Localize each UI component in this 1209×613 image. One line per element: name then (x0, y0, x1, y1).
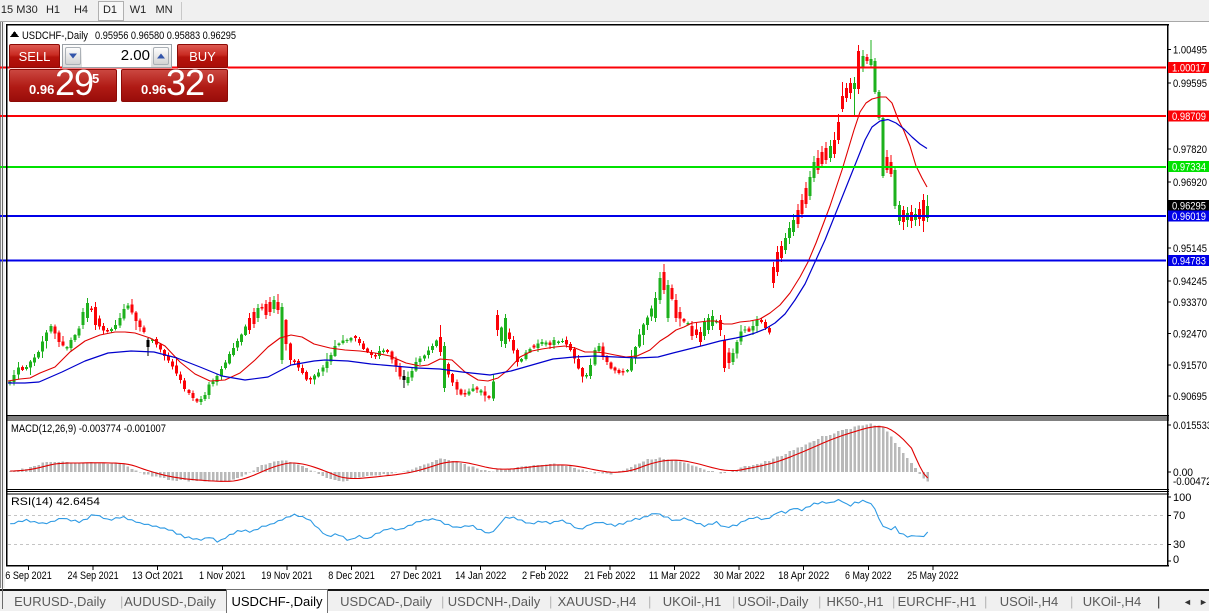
svg-text:0.94245: 0.94245 (1173, 276, 1207, 288)
svg-text:27 Dec 2021: 27 Dec 2021 (391, 570, 442, 582)
svg-text:30: 30 (1173, 539, 1185, 551)
svg-text:30 Mar 2022: 30 Mar 2022 (714, 570, 765, 582)
svg-text:0.015533: 0.015533 (1173, 420, 1209, 432)
svg-text:19 Nov 2021: 19 Nov 2021 (261, 570, 312, 582)
svg-text:0.95956 0.96580 0.95883 0.9629: 0.95956 0.96580 0.95883 0.96295 (95, 30, 236, 42)
svg-text:0.90695: 0.90695 (1173, 391, 1207, 403)
svg-text:13 Oct 2021: 13 Oct 2021 (132, 570, 183, 582)
svg-text:8 Dec 2021: 8 Dec 2021 (328, 570, 375, 582)
svg-text:0.97820: 0.97820 (1173, 144, 1207, 156)
svg-text:0.95145: 0.95145 (1173, 243, 1207, 255)
svg-text:MACD(12,26,9) -0.003774 -0.001: MACD(12,26,9) -0.003774 -0.001007 (11, 423, 166, 435)
svg-text:0.00: 0.00 (1173, 467, 1193, 479)
svg-text:-0.004725: -0.004725 (1173, 476, 1209, 488)
svg-text:0.92470: 0.92470 (1173, 328, 1207, 340)
svg-text:0.91570: 0.91570 (1173, 360, 1207, 372)
svg-text:11 Mar 2022: 11 Mar 2022 (649, 570, 700, 582)
svg-text:14 Jan 2022: 14 Jan 2022 (455, 570, 506, 582)
svg-text:0.96019: 0.96019 (1172, 211, 1206, 223)
svg-text:RSI(14) 42.6454: RSI(14) 42.6454 (11, 496, 100, 508)
svg-text:USDCHF-,Daily: USDCHF-,Daily (22, 30, 88, 42)
svg-text:6 May 2022: 6 May 2022 (845, 570, 892, 582)
svg-text:25 May 2022: 25 May 2022 (907, 570, 958, 582)
svg-text:0.98709: 0.98709 (1172, 111, 1206, 123)
svg-text:0.97334: 0.97334 (1172, 161, 1206, 173)
svg-text:0.99595: 0.99595 (1173, 78, 1207, 90)
svg-text:1 Nov 2021: 1 Nov 2021 (199, 570, 246, 582)
svg-text:18 Apr 2022: 18 Apr 2022 (778, 570, 829, 582)
svg-text:0.96920: 0.96920 (1173, 177, 1207, 189)
svg-text:0.96295: 0.96295 (1172, 200, 1206, 212)
svg-text:21 Feb 2022: 21 Feb 2022 (584, 570, 635, 582)
svg-text:1.00017: 1.00017 (1172, 62, 1206, 74)
svg-text:0.93370: 0.93370 (1173, 297, 1207, 309)
svg-text:0.94783: 0.94783 (1172, 255, 1206, 267)
svg-text:0: 0 (1173, 554, 1179, 566)
svg-text:6 Sep 2021: 6 Sep 2021 (5, 570, 52, 582)
svg-text:2 Feb 2022: 2 Feb 2022 (522, 570, 569, 582)
svg-text:24 Sep 2021: 24 Sep 2021 (68, 570, 119, 582)
svg-text:1.00495: 1.00495 (1173, 45, 1207, 57)
svg-text:100: 100 (1173, 492, 1191, 504)
svg-text:70: 70 (1173, 510, 1185, 522)
